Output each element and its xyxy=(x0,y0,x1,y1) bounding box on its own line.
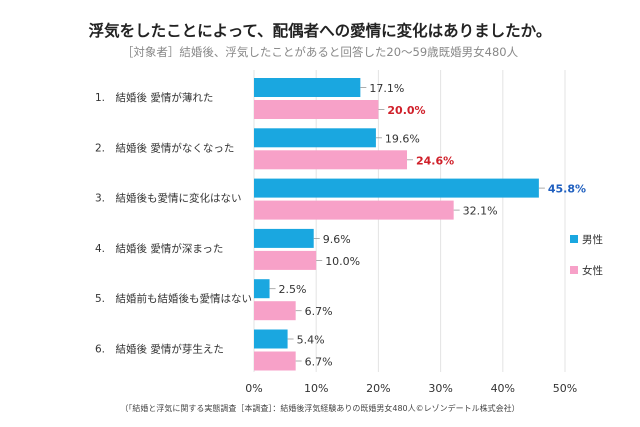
data-label: 45.8% xyxy=(548,183,586,196)
category-label: 2. 結婚後 愛情がなくなった xyxy=(95,141,234,154)
data-label: 32.1% xyxy=(463,205,498,218)
data-label: 19.6% xyxy=(385,132,420,145)
bar-male xyxy=(254,128,376,148)
legend-label: 男性 xyxy=(582,233,603,246)
data-label: 17.1% xyxy=(369,82,404,95)
bar-male xyxy=(254,279,270,299)
category-label: 1. 結婚後 愛情が薄れた xyxy=(95,91,213,104)
data-label: 10.0% xyxy=(325,255,360,268)
data-label: 5.4% xyxy=(297,334,325,347)
category-label: 4. 結婚後 愛情が深まった xyxy=(95,242,223,255)
data-label: 6.7% xyxy=(305,305,333,318)
data-label: 20.0% xyxy=(387,104,425,117)
bar-male xyxy=(254,228,314,248)
x-tick-label: 30% xyxy=(428,382,452,395)
data-label: 6.7% xyxy=(305,356,333,369)
bar-female xyxy=(254,351,296,371)
x-tick-label: 0% xyxy=(245,382,262,395)
bar-female xyxy=(254,250,317,270)
category-label: 5. 結婚前も結婚後も愛情はない xyxy=(95,292,252,305)
legend-label: 女性 xyxy=(582,264,603,277)
x-tick-label: 20% xyxy=(366,382,390,395)
data-label: 9.6% xyxy=(323,233,351,246)
legend-swatch xyxy=(570,266,578,274)
source-note: （「結婚と浮気に関する実態調査［本調査］：結婚後浮気経験ありの既婚男女480人©… xyxy=(120,404,520,413)
category-label: 6. 結婚後 愛情が芽生えた xyxy=(95,343,224,356)
x-tick-label: 50% xyxy=(553,382,577,395)
bar-female xyxy=(254,100,379,119)
bar-male xyxy=(254,78,361,97)
chart-subtitle: ［対象者］結婚後、浮気したことがあると回答した20～59歳既婚男女480人 xyxy=(121,45,519,59)
data-label: 2.5% xyxy=(279,283,307,296)
x-tick-label: 10% xyxy=(304,382,328,395)
bar-female xyxy=(254,200,454,220)
x-tick-label: 40% xyxy=(491,382,515,395)
data-label: 24.6% xyxy=(416,154,454,167)
bar-female xyxy=(254,301,296,321)
chart-title: 浮気をしたことによって、配偶者への愛情に変化はありましたか。 xyxy=(88,22,552,40)
bar-female xyxy=(254,150,408,170)
bar-male xyxy=(254,329,288,349)
bar-male xyxy=(254,178,539,198)
category-label: 3. 結婚後も愛情に変化はない xyxy=(95,192,242,205)
legend-swatch xyxy=(570,235,578,243)
